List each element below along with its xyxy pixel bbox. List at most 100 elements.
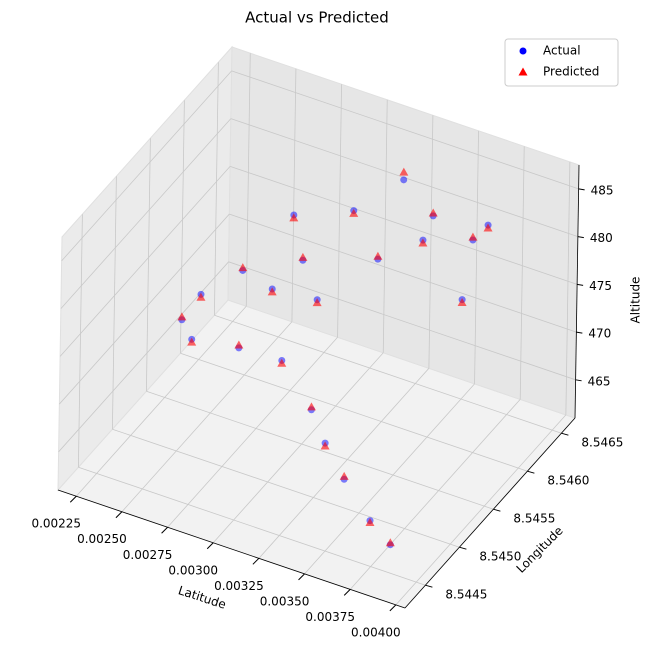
grid-line — [304, 383, 475, 575]
grid-line — [214, 314, 562, 434]
data-point — [365, 518, 375, 527]
y-tick-label: 8.5455 — [513, 512, 555, 526]
data-point — [238, 263, 248, 272]
z-tick-label: 470 — [588, 327, 611, 341]
data-point — [518, 67, 528, 76]
z-tick-label: 465 — [588, 374, 611, 388]
grid-line — [428, 115, 434, 369]
tick-mark — [577, 283, 584, 286]
legend-label: Predicted — [543, 65, 599, 79]
x-tick-label: 0.00225 — [31, 517, 81, 531]
grid-line — [212, 352, 384, 544]
grid-line — [349, 399, 521, 590]
grid-line — [258, 368, 430, 559]
tick-mark — [578, 188, 585, 191]
data-point — [339, 471, 349, 480]
x-tick-label: 0.00275 — [123, 548, 173, 562]
data-point — [187, 337, 197, 346]
data-point — [399, 167, 409, 176]
y-tick-label: 8.5450 — [479, 550, 521, 564]
tick-mark — [493, 508, 501, 512]
grid-line — [229, 165, 578, 285]
grid-line — [245, 53, 251, 307]
data-point — [177, 312, 187, 321]
grid-line — [146, 390, 494, 510]
x-tick-label: 0.00400 — [351, 625, 401, 639]
grid-line — [214, 62, 219, 316]
grid-line — [180, 100, 185, 354]
tick-mark — [298, 573, 305, 581]
grid-line — [180, 352, 528, 472]
grid-line — [519, 146, 525, 400]
grid-line — [395, 414, 567, 606]
grid-line — [146, 138, 151, 392]
tick-mark — [115, 511, 123, 519]
tick-mark — [389, 604, 397, 612]
grid-line — [112, 428, 460, 548]
grid-line — [78, 466, 426, 586]
grid-line — [382, 99, 388, 353]
grid-line — [61, 70, 232, 262]
legend-box — [504, 38, 619, 87]
z-tick-label: 480 — [590, 231, 613, 245]
grid-line — [565, 161, 571, 415]
y-axis — [404, 417, 576, 609]
x-tick-label: 0.00325 — [214, 579, 264, 593]
grid-line — [59, 213, 230, 405]
data-point — [349, 208, 359, 217]
data-point — [298, 252, 308, 261]
data-point — [312, 298, 322, 307]
grid-line — [337, 84, 342, 338]
tick-mark — [561, 432, 569, 436]
tick-mark — [575, 379, 582, 382]
data-point — [267, 287, 277, 296]
data-point — [196, 292, 206, 301]
tick-mark — [425, 584, 433, 588]
data-point — [418, 238, 428, 247]
z-tick-label: 475 — [589, 279, 612, 293]
grid-line — [231, 70, 579, 190]
z-axis — [574, 164, 580, 419]
grid-line — [121, 321, 293, 513]
grid-line — [59, 166, 231, 357]
data-point — [428, 208, 438, 217]
data-point — [306, 402, 316, 411]
grid-line — [112, 176, 117, 430]
x-tick-label: 0.00375 — [305, 610, 355, 624]
grid-line — [78, 214, 83, 468]
x-tick-label: 0.00350 — [260, 594, 310, 608]
data-point — [385, 538, 395, 547]
data-point — [400, 176, 408, 184]
y-axis-label: Longitude — [514, 524, 566, 576]
grid-line — [60, 118, 232, 309]
y-tick-label: 8.5460 — [547, 474, 589, 488]
y-tick-label: 8.5445 — [445, 588, 487, 602]
tick-mark — [69, 495, 77, 503]
data-point — [289, 213, 299, 222]
tick-mark — [577, 236, 584, 239]
grid-line — [75, 305, 247, 497]
tick-mark — [252, 557, 260, 565]
data-point — [519, 47, 527, 55]
chart-title: Actual vs Predicted — [245, 9, 389, 27]
tick-mark — [161, 526, 168, 534]
tick-mark — [343, 589, 351, 596]
grid-line — [474, 130, 479, 384]
tick-mark — [576, 331, 583, 334]
data-point — [320, 441, 330, 450]
z-tick-label: 485 — [591, 183, 614, 197]
data-point — [468, 232, 478, 241]
x-tick-label: 0.00250 — [77, 532, 127, 546]
data-point — [457, 297, 467, 306]
data-point — [483, 223, 493, 232]
data-point — [234, 340, 244, 349]
grid-line — [167, 336, 338, 528]
tick-mark — [206, 542, 214, 550]
grid-line — [229, 213, 577, 333]
x-tick-label: 0.00300 — [168, 563, 218, 577]
z-axis-label: Altitude — [629, 277, 643, 324]
tick-mark — [459, 546, 467, 550]
legend-label: Actual — [543, 44, 581, 58]
grid-line — [291, 68, 297, 322]
